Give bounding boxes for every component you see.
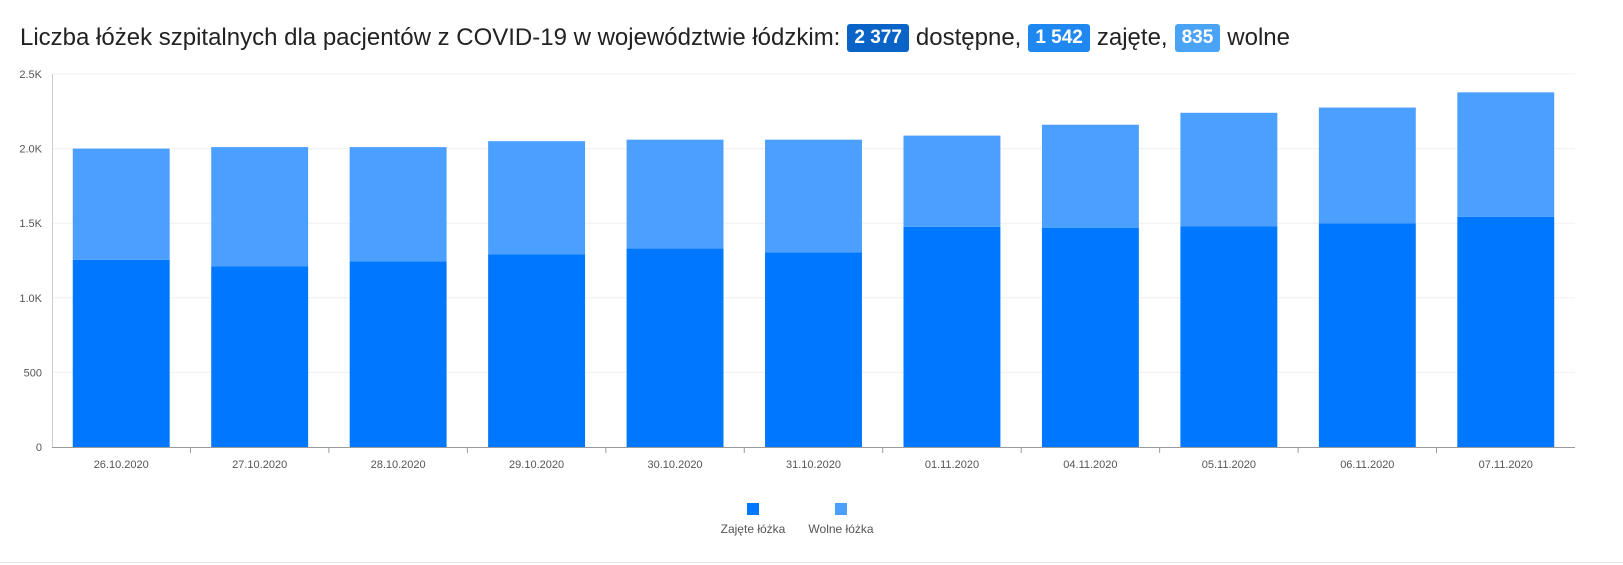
- free-label: wolne: [1227, 24, 1291, 51]
- x-tick-label: 29.10.2020: [509, 459, 564, 471]
- bar-free[interactable]: [1318, 107, 1416, 224]
- available-beds-badge: 2 377: [847, 24, 909, 52]
- x-tick-label: 04.11.2020: [1063, 459, 1117, 471]
- legend-label-occupied[interactable]: Zajęte łóżka: [721, 522, 786, 536]
- x-tick-label: 30.10.2020: [648, 459, 703, 471]
- legend-label-free[interactable]: Wolne łóżka: [808, 522, 873, 536]
- bar-free[interactable]: [765, 139, 862, 253]
- bar-occupied[interactable]: [1318, 223, 1416, 447]
- bar-free[interactable]: [211, 147, 309, 267]
- x-tick-label: 07.11.2020: [1479, 459, 1533, 471]
- y-axis: 0 500 1.0K 1.5K 2.0K 2.5K: [19, 69, 53, 454]
- bar-occupied[interactable]: [211, 266, 309, 447]
- y-tick-label: 2.5K: [19, 69, 42, 81]
- title-text: Liczba łóżek szpitalnych dla pacjentów z…: [20, 24, 841, 51]
- y-tick-label: 1.0K: [19, 293, 42, 305]
- bar-free[interactable]: [488, 141, 586, 255]
- bars: [72, 92, 1555, 447]
- bar-occupied[interactable]: [488, 254, 586, 447]
- bar-occupied[interactable]: [349, 261, 447, 447]
- free-beds-badge: 835: [1174, 24, 1221, 52]
- bar-free[interactable]: [72, 148, 170, 260]
- bar-occupied[interactable]: [1041, 227, 1139, 447]
- x-tick-label: 06.11.2020: [1340, 459, 1394, 471]
- x-tick-label: 28.10.2020: [371, 459, 426, 471]
- y-tick-label: 1.5K: [19, 218, 42, 230]
- x-tick-label: 05.11.2020: [1202, 459, 1256, 471]
- y-tick-label: 2.0K: [19, 144, 42, 156]
- bar-free[interactable]: [903, 135, 1001, 227]
- bar-free[interactable]: [349, 147, 447, 262]
- legend: Zajęte łóżka Wolne łóżka: [721, 503, 874, 536]
- y-tick-label: 0: [36, 442, 42, 454]
- x-axis: 26.10.2020 27.10.2020 28.10.2020 29.10.2020…: [52, 447, 1575, 471]
- available-label: dostępne,: [915, 24, 1022, 51]
- bar-free[interactable]: [626, 139, 724, 249]
- legend-swatch-occupied[interactable]: [747, 503, 759, 515]
- x-tick-label: 31.10.2020: [786, 459, 841, 471]
- bar-free[interactable]: [1180, 112, 1278, 227]
- occupied-label: zajęte,: [1096, 24, 1168, 51]
- bar-occupied[interactable]: [1457, 216, 1555, 447]
- bottom-divider: [0, 562, 1623, 563]
- x-tick-label: 27.10.2020: [232, 459, 287, 471]
- bar-occupied[interactable]: [903, 226, 1001, 447]
- x-tick-label: 26.10.2020: [94, 459, 149, 471]
- bar-occupied[interactable]: [765, 252, 862, 447]
- chart-title: Liczba łóżek szpitalnych dla pacjentów z…: [20, 24, 1290, 52]
- bar-free[interactable]: [1041, 124, 1139, 228]
- bar-occupied[interactable]: [626, 248, 724, 447]
- y-tick-label: 500: [24, 367, 42, 379]
- bar-free[interactable]: [1457, 92, 1555, 217]
- bar-occupied[interactable]: [1180, 226, 1278, 447]
- bar-occupied[interactable]: [72, 259, 170, 447]
- occupied-beds-badge: 1 542: [1028, 24, 1090, 52]
- x-tick-label: 01.11.2020: [925, 459, 979, 471]
- legend-swatch-free[interactable]: [835, 503, 847, 515]
